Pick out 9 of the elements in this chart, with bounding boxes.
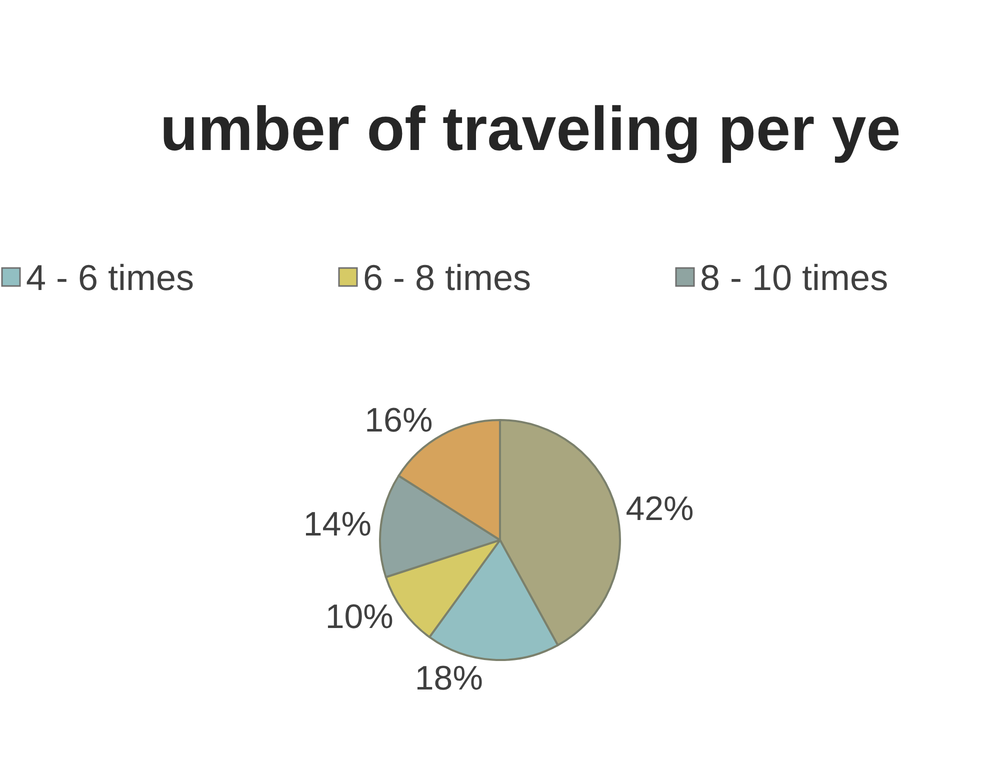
data-label: 16%	[364, 401, 433, 440]
legend-label: 4 - 6 times	[26, 257, 194, 298]
legend-label: 8 - 10 times	[700, 257, 888, 298]
data-label: 42%	[626, 490, 694, 528]
data-label: 10%	[325, 598, 394, 636]
data-label: 14%	[303, 506, 372, 544]
chart-title: umber of traveling per ye	[160, 95, 901, 164]
legend-label: 6 - 8 times	[363, 257, 532, 298]
data-label: 18%	[414, 660, 483, 698]
